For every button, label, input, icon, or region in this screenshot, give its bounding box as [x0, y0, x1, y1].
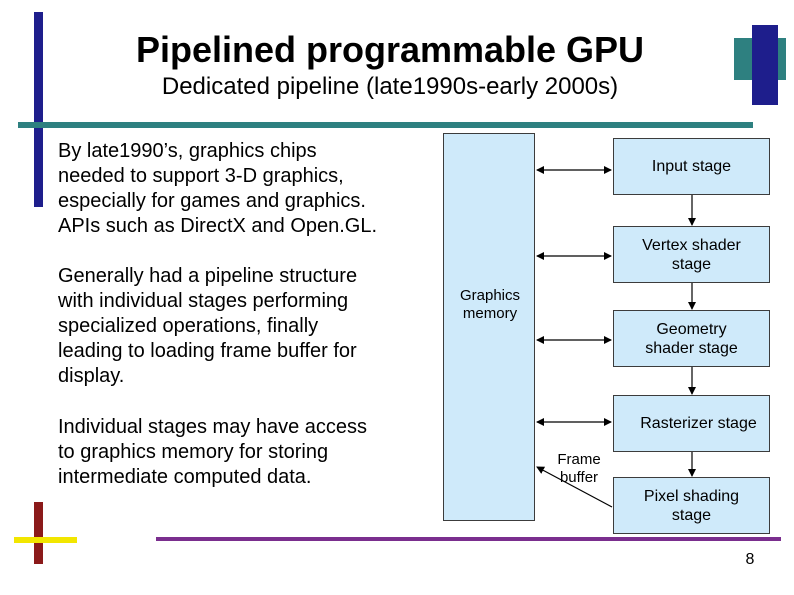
decor-bar-left	[34, 12, 43, 207]
stage-input: Input stage	[613, 138, 770, 195]
slide-title: Pipelined programmable GPU	[135, 29, 645, 70]
graphics-memory-label: Graphics memory	[459, 287, 521, 322]
arrow-pixel-framebuffer	[536, 466, 613, 508]
paragraph-pipeline: Generally had a pipeline structure with …	[58, 265, 358, 387]
title-divider	[18, 122, 753, 128]
stage-vertex-shader: Vertex shader stage	[613, 226, 770, 283]
paragraph-apis: By late1990’s, graphics chips needed to …	[58, 140, 378, 237]
paragraph-memory-access: Individual stages may have access to gra…	[58, 416, 368, 488]
decor-bar-yellow	[14, 537, 77, 543]
decor-bar-bottom-left	[34, 502, 43, 564]
stage-geometry-shader: Geometry shader stage	[613, 310, 770, 367]
stage-rasterizer: Rasterizer stage	[613, 395, 770, 452]
footer-divider	[156, 537, 781, 541]
frame-buffer-label: Frame buffer	[557, 451, 601, 486]
decor-block-navy	[752, 25, 778, 105]
slide-subtitle: Dedicated pipeline (late1990s-early 2000…	[161, 73, 619, 100]
page-number: 8	[745, 551, 755, 568]
graphics-memory-box: Graphics memory	[443, 133, 535, 521]
stage-pixel-shading: Pixel shading stage	[613, 477, 770, 534]
